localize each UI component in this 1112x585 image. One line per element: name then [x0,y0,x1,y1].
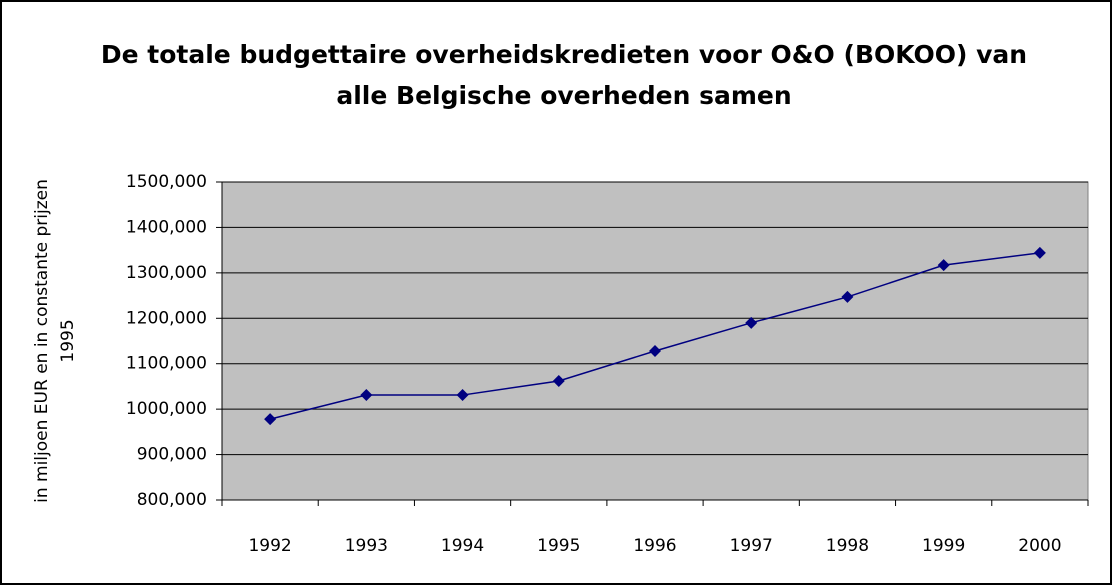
y-tick-label: 900,000 [137,445,207,465]
y-axis-label: in miljoen EUR en in constante prijzen [32,179,52,503]
y-tick-label: 1100,000 [126,354,207,374]
data-point [649,344,661,357]
y-tick-label: 1200,000 [126,308,207,328]
x-tick-label: 1992 [248,536,291,556]
x-tick-label: 1993 [345,536,388,556]
chart-title: alle Belgische overheden samen [336,81,791,110]
x-tick-label: 1999 [922,536,965,556]
data-point [745,316,758,329]
data-point [456,389,469,402]
y-tick-label: 800,000 [137,490,207,510]
x-tick-label: 1995 [537,536,580,556]
x-tick-label: 1997 [730,536,773,556]
data-point [264,413,277,426]
data-point [937,259,950,272]
data-point [1033,246,1046,259]
data-point [841,290,854,303]
x-tick-label: 1998 [826,536,869,556]
y-tick-label: 1300,000 [126,263,207,283]
y-axis-label: 1995 [58,319,78,362]
chart-title: De totale budgettaire overheidskredieten… [101,40,1027,69]
x-tick-label: 1996 [633,536,676,556]
plot-area [221,181,1089,501]
x-tick-label: 1994 [441,536,484,556]
y-tick-label: 1400,000 [126,217,207,237]
y-tick-label: 1500,000 [126,172,207,192]
data-point [360,389,373,402]
x-tick-label: 2000 [1018,536,1061,556]
data-point [552,374,565,387]
y-tick-label: 1000,000 [126,399,207,419]
